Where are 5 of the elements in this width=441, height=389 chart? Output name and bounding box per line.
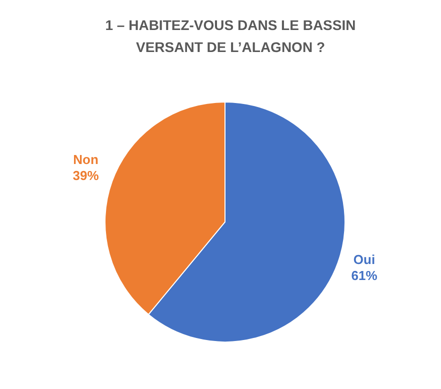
data-label: 39% bbox=[72, 168, 100, 183]
slice-label: Non bbox=[73, 152, 98, 167]
data-label: 61% bbox=[351, 268, 378, 284]
chart-title: 1 – HABITEZ-VOUS DANS LE BASSIN VERSANT DE L’ALAGNON ? bbox=[105, 17, 356, 55]
slice-label: Oui bbox=[353, 252, 376, 268]
